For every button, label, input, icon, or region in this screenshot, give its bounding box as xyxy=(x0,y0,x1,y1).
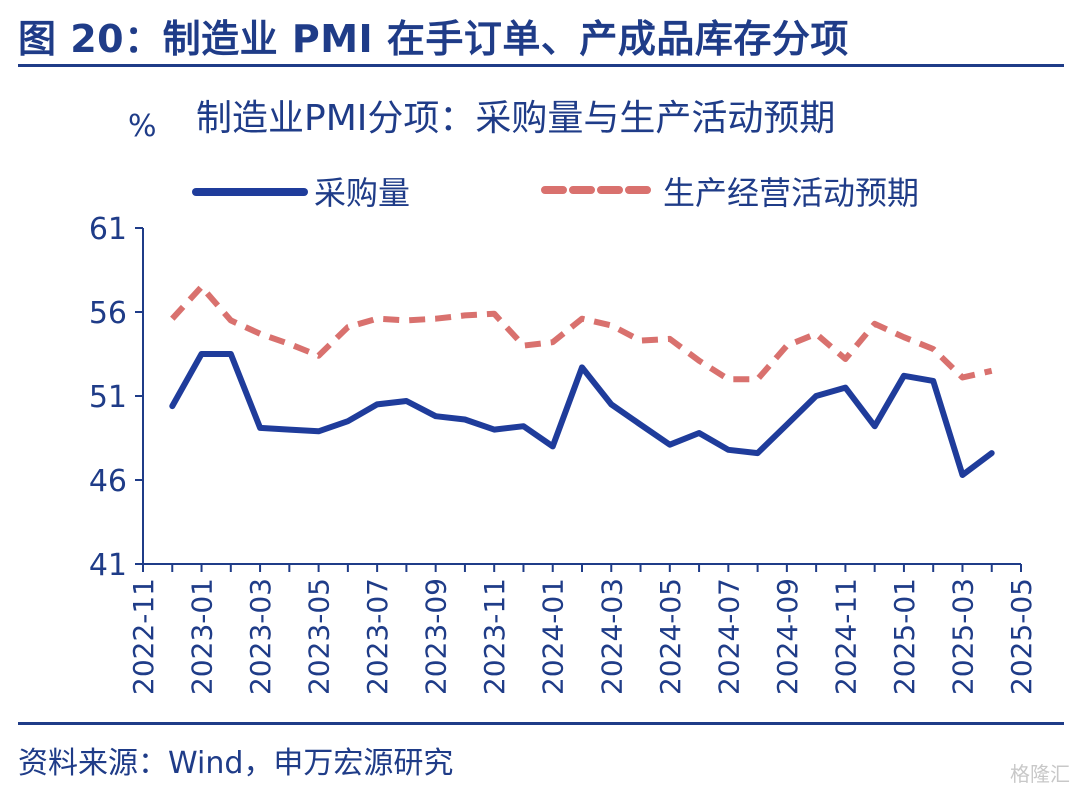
legend-label-purchase: 采购量 xyxy=(314,174,410,212)
y-tick-label: 56 xyxy=(89,296,127,331)
y-axis-unit-label: % xyxy=(128,109,157,144)
x-tick-label: 2024-09 xyxy=(771,578,804,695)
legend: 采购量 生产经营活动预期 xyxy=(192,174,919,212)
x-tick-label: 2024-11 xyxy=(829,578,862,695)
source-note: 资料来源：Wind，申万宏源研究 xyxy=(18,746,454,781)
x-tick-label: 2025-01 xyxy=(888,578,921,695)
y-tick-label: 41 xyxy=(89,548,127,583)
pmi-line-chart: % 制造业PMI分项：采购量与生产活动预期 采购量 生产经营活动预期 41 46 5… xyxy=(89,98,1038,695)
x-tick-label: 2023-03 xyxy=(244,578,277,695)
bottom-rule xyxy=(18,722,1064,725)
axes: 41 46 51 56 61 2022-11 2023-01 2023-03 2023-05 20… xyxy=(89,212,1038,695)
y-tick-label: 51 xyxy=(89,380,127,415)
legend-label-expectation: 生产经营活动预期 xyxy=(663,174,919,212)
figure-title: 图 20：制造业 PMI 在手订单、产成品库存分项 xyxy=(18,17,849,61)
watermark: 格隆汇 xyxy=(1010,762,1070,786)
x-tick-label: 2025-03 xyxy=(946,578,979,695)
series-line-purchase xyxy=(169,351,995,478)
x-tick-label: 2024-05 xyxy=(654,578,687,695)
top-rule xyxy=(18,64,1064,67)
x-tick-label: 2024-01 xyxy=(537,578,570,695)
y-tick-label: 61 xyxy=(89,212,127,247)
x-tick-label: 2023-07 xyxy=(361,578,394,695)
x-tick-label: 2023-05 xyxy=(303,578,336,695)
y-tick-label: 46 xyxy=(89,464,127,499)
x-tick-label: 2023-11 xyxy=(478,578,511,695)
chart-title: 制造业PMI分项：采购量与生产活动预期 xyxy=(196,98,835,139)
x-tick-label: 2022-11 xyxy=(127,578,160,695)
x-tick-label: 2024-03 xyxy=(595,578,628,695)
series-layer xyxy=(169,283,995,478)
x-tick-label: 2023-09 xyxy=(420,578,453,695)
x-tick-label: 2023-01 xyxy=(186,578,219,695)
x-tick-label: 2024-07 xyxy=(712,578,745,695)
series-line-expectation xyxy=(170,283,993,383)
x-tick-label: 2025-05 xyxy=(1005,578,1038,695)
